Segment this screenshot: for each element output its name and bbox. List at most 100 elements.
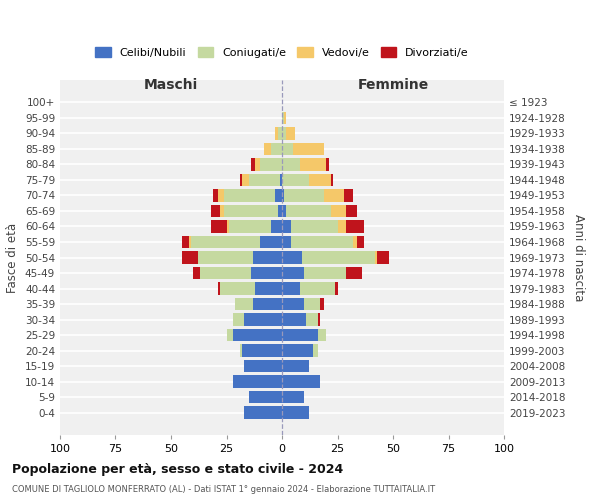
Bar: [282, 142, 293, 156]
Bar: [253, 298, 282, 310]
Bar: [300, 282, 335, 295]
Bar: [317, 313, 320, 326]
Bar: [278, 204, 282, 218]
Bar: [260, 158, 282, 171]
Bar: [304, 266, 346, 280]
Bar: [249, 390, 282, 404]
Bar: [211, 204, 220, 218]
Bar: [280, 174, 282, 186]
Bar: [235, 298, 253, 310]
Bar: [218, 282, 220, 295]
Bar: [286, 204, 331, 218]
Bar: [358, 236, 364, 248]
Bar: [197, 251, 253, 264]
Bar: [282, 174, 308, 186]
Bar: [353, 236, 358, 248]
Bar: [244, 313, 282, 326]
Bar: [317, 328, 326, 342]
Legend: Celibi/Nubili, Coniugati/e, Vedovi/e, Divorziati/e: Celibi/Nubili, Coniugati/e, Vedovi/e, Di…: [91, 43, 473, 62]
Bar: [191, 236, 260, 248]
Bar: [224, 204, 278, 218]
Bar: [282, 360, 308, 372]
Bar: [271, 142, 282, 156]
Text: Femmine: Femmine: [358, 78, 428, 92]
Bar: [291, 236, 353, 248]
Bar: [282, 127, 286, 140]
Bar: [251, 266, 282, 280]
Bar: [256, 282, 282, 295]
Bar: [256, 158, 260, 171]
Bar: [344, 189, 353, 202]
Bar: [275, 127, 278, 140]
Bar: [260, 236, 282, 248]
Bar: [240, 344, 242, 357]
Bar: [227, 328, 233, 342]
Bar: [293, 142, 324, 156]
Text: Popolazione per età, sesso e stato civile - 2024: Popolazione per età, sesso e stato civil…: [12, 462, 343, 475]
Bar: [300, 158, 326, 171]
Bar: [248, 174, 280, 186]
Bar: [282, 282, 300, 295]
Bar: [346, 220, 364, 233]
Bar: [282, 112, 284, 124]
Bar: [244, 360, 282, 372]
Bar: [282, 204, 286, 218]
Bar: [253, 251, 282, 264]
Bar: [193, 266, 200, 280]
Bar: [264, 142, 271, 156]
Bar: [377, 251, 389, 264]
Bar: [282, 236, 291, 248]
Bar: [284, 189, 324, 202]
Bar: [320, 298, 324, 310]
Text: COMUNE DI TAGLIOLO MONFERRATO (AL) - Dati ISTAT 1° gennaio 2024 - Elaborazione T: COMUNE DI TAGLIOLO MONFERRATO (AL) - Dat…: [12, 485, 435, 494]
Bar: [326, 158, 329, 171]
Bar: [282, 251, 302, 264]
Bar: [182, 236, 189, 248]
Bar: [213, 189, 218, 202]
Bar: [282, 406, 308, 419]
Bar: [282, 390, 304, 404]
Bar: [307, 313, 317, 326]
Bar: [189, 236, 191, 248]
Bar: [233, 328, 282, 342]
Bar: [324, 189, 344, 202]
Bar: [331, 204, 346, 218]
Bar: [282, 158, 300, 171]
Bar: [220, 282, 256, 295]
Bar: [233, 313, 244, 326]
Bar: [282, 328, 317, 342]
Bar: [278, 127, 282, 140]
Bar: [304, 298, 320, 310]
Bar: [275, 189, 282, 202]
Bar: [211, 220, 227, 233]
Bar: [375, 251, 377, 264]
Bar: [227, 220, 229, 233]
Bar: [282, 298, 304, 310]
Bar: [313, 344, 317, 357]
Bar: [242, 344, 282, 357]
Bar: [346, 266, 362, 280]
Bar: [302, 251, 375, 264]
Bar: [346, 204, 358, 218]
Bar: [240, 174, 242, 186]
Bar: [220, 204, 224, 218]
Bar: [200, 266, 251, 280]
Bar: [229, 220, 271, 233]
Bar: [308, 174, 331, 186]
Bar: [286, 127, 295, 140]
Bar: [244, 406, 282, 419]
Bar: [271, 220, 282, 233]
Bar: [218, 189, 224, 202]
Bar: [282, 189, 284, 202]
Bar: [291, 220, 337, 233]
Bar: [282, 344, 313, 357]
Bar: [282, 266, 304, 280]
Bar: [224, 189, 275, 202]
Bar: [251, 158, 256, 171]
Y-axis label: Fasce di età: Fasce di età: [7, 222, 19, 292]
Bar: [242, 174, 249, 186]
Bar: [335, 282, 337, 295]
Bar: [282, 313, 307, 326]
Bar: [182, 251, 197, 264]
Bar: [331, 174, 333, 186]
